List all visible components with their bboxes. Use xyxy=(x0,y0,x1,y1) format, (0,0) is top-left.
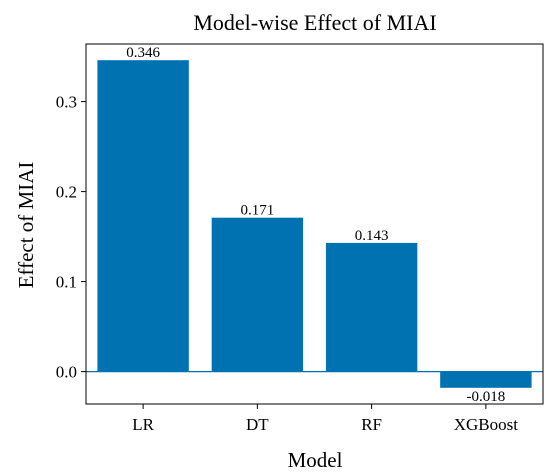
y-tick-label: 0.3 xyxy=(56,93,77,112)
y-axis-label: Effect of MIAI xyxy=(14,162,38,289)
x-tick-label-lr: LR xyxy=(132,415,154,434)
plot-frame xyxy=(85,43,544,405)
data-label-rf: 0.143 xyxy=(355,228,389,244)
y-tick-label: 0.1 xyxy=(56,273,77,292)
data-label-dt: 0.171 xyxy=(241,203,275,219)
x-tick-label-xgboost: XGBoost xyxy=(454,415,519,434)
data-label-lr: 0.346 xyxy=(126,45,160,61)
x-tick-label-rf: RF xyxy=(361,415,382,434)
bar-xgboost xyxy=(440,371,532,388)
x-tick-label-dt: DT xyxy=(246,415,269,434)
data-label-xgboost: -0.018 xyxy=(467,389,506,405)
chart-title: Model-wise Effect of MIAI xyxy=(193,10,436,35)
y-tick-label: 0.2 xyxy=(56,183,77,202)
plot-area: 0.346 LR 0.171 DT 0.143 RF -0.018 XGBoost 0.0 0.1… xyxy=(56,43,544,434)
bar-dt xyxy=(211,217,304,372)
y-tick-label: 0.0 xyxy=(56,363,77,382)
bar-lr xyxy=(97,60,189,372)
bar-rf xyxy=(325,242,418,372)
x-axis-label: Model xyxy=(288,448,343,472)
